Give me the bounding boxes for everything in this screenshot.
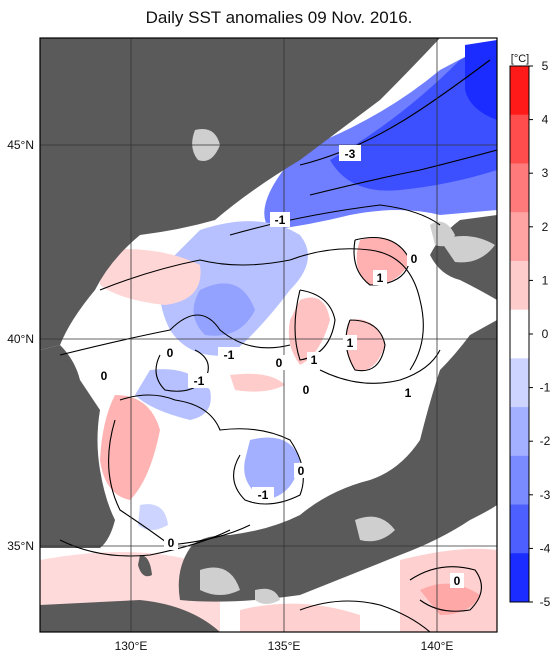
korean-peninsula [40,345,115,548]
anomaly-patches [40,40,497,632]
contour-label: 0 [101,369,108,383]
colorbar-tick-label: -5 [540,595,551,609]
colorbar-swatch [510,553,529,603]
colorbar-tick-label: 5 [542,59,549,73]
contour-label: 1 [405,386,412,400]
colorbar-tick-labels: 5 4 3 2 1 0 -1 -2 -3 -4 -5 [529,59,551,609]
map-title: Daily SST anomalies 09 Nov. 2016. [145,8,413,27]
lat-label: 45°N [7,138,34,152]
honshu [178,320,497,602]
longitude-labels: 130°E 135°E 140°E [115,639,454,653]
colorbar-tick-label: 1 [542,273,549,287]
colorbar-swatch [510,455,529,506]
island-oki [255,588,280,604]
kyushu-shikoku [40,600,220,632]
contour-label: -1 [258,488,269,502]
colorbar-swatch [510,260,529,311]
contour-label: -1 [194,374,205,388]
contour-label: -1 [275,213,286,227]
colorbar-swatch [510,114,529,164]
lat-label: 35°N [7,539,34,553]
colorbar-swatch [510,407,529,457]
lon-label: 140°E [421,639,454,653]
lat-label: 40°N [7,332,34,346]
latitude-labels: 45°N 40°N 35°N [7,138,34,553]
colorbar-tick-label: 3 [542,166,549,180]
tsushima [138,555,152,577]
map-area: -3 -1 0 1 1 0 0 -1 0 1 -1 0 1 0 [40,38,497,632]
colorbar-tick-label: -3 [540,488,551,502]
contour-value-labels: -3 -1 0 1 1 0 0 -1 0 1 -1 0 1 0 [97,145,464,588]
lon-label: 135°E [268,639,301,653]
contour-label: 0 [298,464,305,478]
colorbar: [°C] 5 4 3 2 1 0 -1 -2 -3 -4 -5 [509,53,551,609]
contour-lines [59,59,497,632]
contour-label: 0 [276,356,283,370]
colorbar-swatch [510,212,529,262]
contour-label: 1 [377,271,384,285]
colorbar-swatch [510,504,529,554]
island-sado [355,516,395,542]
contour-label: 0 [168,536,175,550]
colorbar-tick-label: -2 [540,434,551,448]
colorbar-tick-label: 2 [542,220,549,234]
colorbar-unit: [°C] [511,53,529,65]
colorbar-swatch [510,163,529,213]
map-frame [39,37,498,633]
contour-label: 0 [167,346,174,360]
island-okushiri [440,236,495,263]
island-western-honshu [200,567,240,595]
contour-label: -3 [345,147,356,161]
colorbar-tick-label: 4 [542,113,549,127]
colorbar-swatches [510,66,529,603]
colorbar-tick-label: -1 [540,381,551,395]
contour-label: 0 [411,252,418,266]
contour-label: 1 [347,336,354,350]
contour-label: 1 [311,353,318,367]
contour-label: -1 [224,348,235,362]
contour-label: 0 [454,574,461,588]
colorbar-swatch [510,358,529,408]
colorbar-tick-label: 0 [542,327,549,341]
continent-asia [40,38,440,350]
contour-label: 0 [303,383,310,397]
colorbar-swatch [510,309,529,359]
graticule [40,38,497,632]
colorbar-tick-label: -4 [540,541,551,555]
colorbar-swatch [510,66,529,116]
lon-label: 130°E [115,639,148,653]
